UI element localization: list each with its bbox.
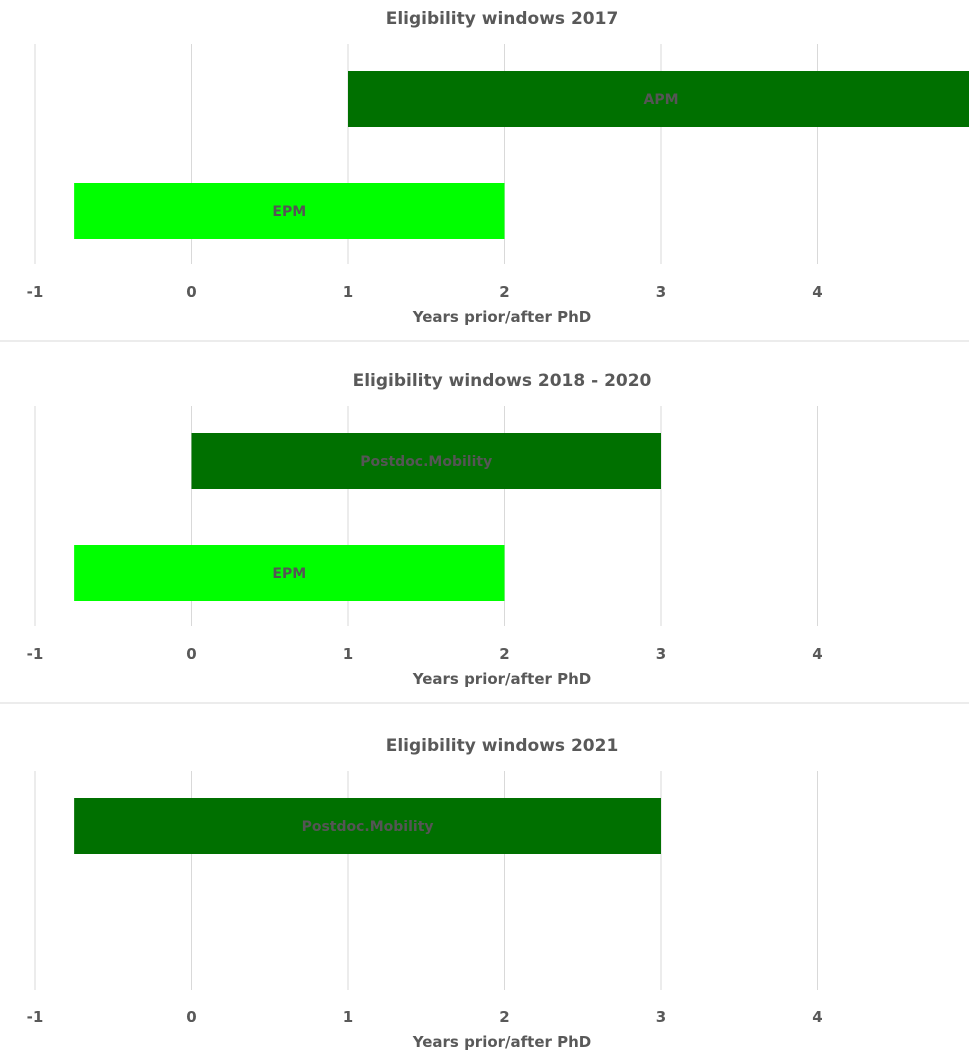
bar-label: Postdoc.Mobility — [360, 454, 492, 470]
chart-title: Eligibility windows 2017 — [386, 9, 619, 29]
x-tick-label: -1 — [27, 645, 44, 663]
x-tick-label: 4 — [812, 283, 822, 301]
bar-label: EPM — [272, 204, 306, 220]
x-tick-label: 2 — [499, 283, 509, 301]
chart-title: Eligibility windows 2018 - 2020 — [353, 371, 652, 391]
x-tick-label: 0 — [186, 1008, 196, 1026]
x-tick-label: 1 — [343, 645, 353, 663]
chart-title: Eligibility windows 2021 — [386, 736, 619, 756]
bar-postdoc-mobility — [191, 433, 661, 489]
bar-apm — [348, 71, 969, 127]
chart-panel-2: Eligibility windows 2018 - 2020 Postdoc.M… — [27, 371, 969, 688]
bar-label: APM — [643, 92, 678, 108]
x-tick-label: 0 — [186, 645, 196, 663]
chart-panel-3: Eligibility windows 2021 Postdoc.Mobility… — [27, 736, 969, 1051]
bar-epm — [74, 183, 505, 239]
x-tick-label: 1 — [343, 1008, 353, 1026]
x-tick-label: 4 — [812, 1008, 822, 1026]
x-tick-label: 0 — [186, 283, 196, 301]
x-tick-label: -1 — [27, 283, 44, 301]
x-tick-label: 3 — [656, 1008, 666, 1026]
x-tick-label: 3 — [656, 283, 666, 301]
x-tick-label: 2 — [499, 645, 509, 663]
chart-panel-1: Eligibility windows 2017APMEPM-1012345Ye… — [27, 9, 969, 326]
x-tick-label: 4 — [812, 645, 822, 663]
bar-postdoc-mobility — [74, 798, 661, 854]
x-axis-title: Years prior/after PhD — [412, 670, 592, 688]
bar-label: EPM — [272, 566, 306, 582]
bar-label: Postdoc.Mobility — [302, 819, 434, 835]
x-tick-label: 1 — [343, 283, 353, 301]
x-axis-title: Years prior/after PhD — [412, 1033, 592, 1051]
x-axis-title: Years prior/after PhD — [412, 308, 592, 326]
bar-epm — [74, 545, 505, 601]
x-tick-label: 2 — [499, 1008, 509, 1026]
x-tick-label: 3 — [656, 645, 666, 663]
x-tick-label: -1 — [27, 1008, 44, 1026]
